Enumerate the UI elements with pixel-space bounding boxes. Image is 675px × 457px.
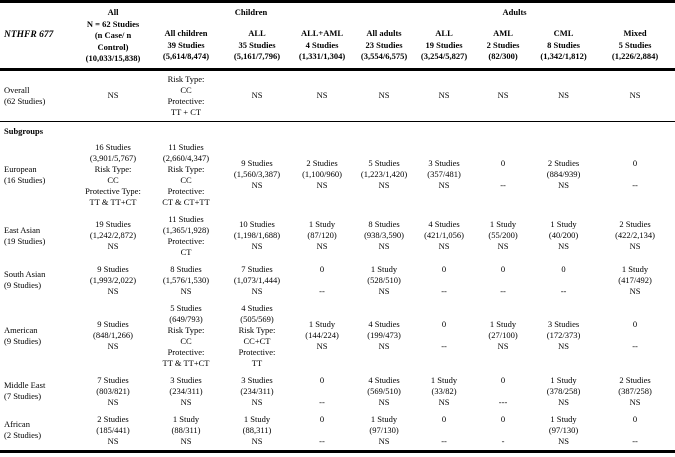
- group-header-children: Children: [234, 7, 268, 17]
- column-header-all-children: All children 39 Studies (5,614/8,474): [148, 23, 224, 71]
- cell-all-adults: 4 Studies (199/473) NS: [367, 319, 401, 351]
- cell-adults-cml: 2 Studies (884/939) NS: [546, 158, 581, 190]
- cell-children-all: 9 Studies (1,560/3,387) NS: [233, 158, 281, 190]
- cell-all: 9 Studies (1,993/2,022) NS: [89, 263, 137, 296]
- cell-all-children: 8 Studies (1,576/1,530) NS: [162, 263, 210, 296]
- cell-adults-cml: 0 --: [560, 263, 567, 296]
- cell-all: 19 Studies (1,242/2,872) NS: [89, 219, 137, 251]
- cell-children-all-aml: NS: [290, 69, 355, 122]
- table-row: East Asian (19 Studies) 19 Studies (1,242…: [0, 211, 675, 261]
- cell-all: 7 Studies (803/821) NS: [96, 374, 130, 407]
- cell-adults-mixed: 2 Studies (422/2,134) NS: [615, 219, 655, 251]
- cell-children-all-aml: 1 Study (144/224) NS: [305, 319, 339, 351]
- table-row: African (2 Studies) 2 Studies (185/441) N…: [0, 411, 675, 452]
- cell-all-children: 5 Studies (649/793) Risk Type: CC Protec…: [162, 302, 210, 368]
- cell-adults-mixed: 2 Studies (387/258) NS: [618, 374, 652, 407]
- cell-adults-cml: 1 Study (97/130) NS: [548, 413, 579, 446]
- cell-adults-cml: 1 Study (378/258) NS: [546, 374, 581, 407]
- section-label: Subgroups: [4, 125, 44, 136]
- cell-adults-all: 0 --: [441, 319, 447, 351]
- cell-adults-all: NS: [414, 69, 475, 122]
- cell-all: 9 Studies (848/1,266) NS: [93, 319, 133, 351]
- row-label: American (9 Studies): [4, 324, 42, 346]
- row-label: African (2 Studies): [4, 419, 42, 440]
- cell-adults-all: 1 Study (33/82) NS: [430, 374, 458, 407]
- cell-adults-cml: 1 Study (40/200) NS: [548, 219, 579, 251]
- cell-all-adults: 1 Study (528/510) NS: [367, 263, 401, 296]
- cell-children-all: NS: [224, 69, 290, 122]
- cell-adults-mixed: 0 --: [632, 319, 638, 351]
- table-row: Overall (62 Studies) NS Risk Type: CC Prot…: [0, 69, 675, 122]
- cell-adults-aml: 0 -: [500, 413, 506, 446]
- column-header-adults-all: ALL 19 Studies (3,254/5,827): [414, 23, 475, 71]
- cell-children-all: 1 Study (88,311) NS: [242, 413, 272, 446]
- group-header-adults: Adults: [502, 7, 527, 17]
- cell-adults-aml: NS: [474, 69, 533, 122]
- cell-all-children: Risk Type: CC Protective: TT + CT: [148, 69, 224, 122]
- cell-all-children: 1 Study (88/311) NS: [171, 413, 201, 446]
- row-label: Overall (62 Studies): [0, 69, 78, 122]
- cell-adults-mixed: 0 --: [632, 158, 638, 190]
- cell-adults-cml: 3 Studies (172/373) NS: [546, 319, 581, 351]
- column-header-adults-cml: CML 8 Studies (1,342/1,812): [532, 23, 596, 71]
- table-header: NTHFR 677 All N = 62 Studies (n Case/ n C…: [0, 1, 675, 71]
- cell-children-all: 3 Studies (234/311) NS: [240, 374, 274, 407]
- cell-all-children: 11 Studies (1,365/1,928) Protective: CT: [162, 213, 210, 257]
- table-row: European (16 Studies) 16 Studies (3,901/5…: [0, 139, 675, 211]
- cell-children-all-aml: 0 --: [319, 413, 325, 446]
- cell-adults-mixed: 1 Study (417/492) NS: [618, 263, 652, 296]
- column-header-children-all: ALL 35 Studies (5,161/7,796): [224, 23, 290, 71]
- cell-children-all: 7 Studies (1,073/1,444) NS: [233, 263, 281, 296]
- header-row-subcolumns: All children 39 Studies (5,614/8,474) ALL…: [0, 23, 675, 71]
- cell-all-adults: 5 Studies (1,223/1,420) NS: [360, 158, 408, 190]
- row-label: South Asian (9 Studies): [4, 269, 46, 290]
- cell-all-adults: 8 Studies (938/3,590) NS: [364, 219, 404, 251]
- cell-adults-aml: 1 Study (55/200) NS: [488, 219, 518, 251]
- cell-all-children: 3 Studies (234/311) NS: [169, 374, 203, 407]
- column-header-all: All N = 62 Studies (n Case/ n Control) (…: [78, 1, 148, 71]
- table-row: Middle East (7 Studies) 7 Studies (803/82…: [0, 372, 675, 411]
- row-label: Middle East (7 Studies): [4, 380, 46, 401]
- cell-adults-all: 4 Studies (421/1,056) NS: [424, 219, 464, 251]
- cell-all-adults: 4 Studies (569/510) NS: [367, 374, 401, 407]
- section-row: Subgroups: [0, 121, 675, 139]
- column-header-children-all-aml: ALL+AML 4 Studies (1,331/1,304): [290, 23, 355, 71]
- cell-all-children: 11 Studies (2,660/4,347) Risk Type: CC P…: [162, 141, 210, 207]
- cell-adults-aml: 0 --: [500, 263, 506, 296]
- cell-adults-all: 0 --: [441, 413, 447, 446]
- cell-all: 16 Studies (3,901/5,767) Risk Type: CC P…: [85, 141, 141, 207]
- cell-children-all-aml: 0 --: [319, 374, 325, 407]
- cell-adults-all: 0 --: [441, 263, 447, 296]
- column-header-adults-mixed: Mixed 5 Studies (1,226/2,884): [595, 23, 675, 71]
- cell-children-all-aml: 2 Studies (1,100/960) NS: [302, 158, 342, 190]
- cell-all: 2 Studies (185/441) NS: [96, 413, 130, 446]
- table-row: American (9 Studies) 9 Studies (848/1,266…: [0, 300, 675, 372]
- cell-adults-all: 3 Studies (357/481) NS: [427, 158, 461, 190]
- cell-children-all-aml: 1 Study (87/120) NS: [307, 219, 337, 251]
- cell-adults-aml: 0 ---: [498, 374, 508, 407]
- gene-label: NTHFR 677: [0, 1, 78, 71]
- cell-adults-mixed: 0 --: [632, 413, 638, 446]
- cell-children-all: 10 Studies (1,198/1,688) NS: [233, 219, 281, 251]
- row-label: European (16 Studies): [4, 163, 46, 185]
- cell-all-adults: 1 Study (97/130) NS: [369, 413, 399, 446]
- table-row: South Asian (9 Studies) 9 Studies (1,993/…: [0, 261, 675, 300]
- cell-children-all: 4 Studies (505/569) Risk Type: CC+CT Pro…: [238, 302, 276, 368]
- cell-adults-cml: NS: [532, 69, 596, 122]
- cell-children-all-aml: 0 --: [319, 263, 325, 296]
- row-label: East Asian (19 Studies): [4, 224, 46, 246]
- cell-adults-aml: 0 --: [500, 158, 506, 190]
- cell-adults-mixed: NS: [595, 69, 675, 122]
- header-row-groups: NTHFR 677 All N = 62 Studies (n Case/ n C…: [0, 1, 675, 71]
- column-header-all-adults: All adults 23 Studies (3,554/6,575): [354, 23, 415, 71]
- cell-adults-aml: 1 Study (27/100) NS: [488, 319, 518, 351]
- cell-all-adults: NS: [354, 69, 415, 122]
- column-header-adults-aml: AML 2 Studies (82/300): [474, 23, 533, 71]
- table-body: Overall (62 Studies) NS Risk Type: CC Prot…: [0, 69, 675, 451]
- cell-all: NS: [78, 69, 148, 122]
